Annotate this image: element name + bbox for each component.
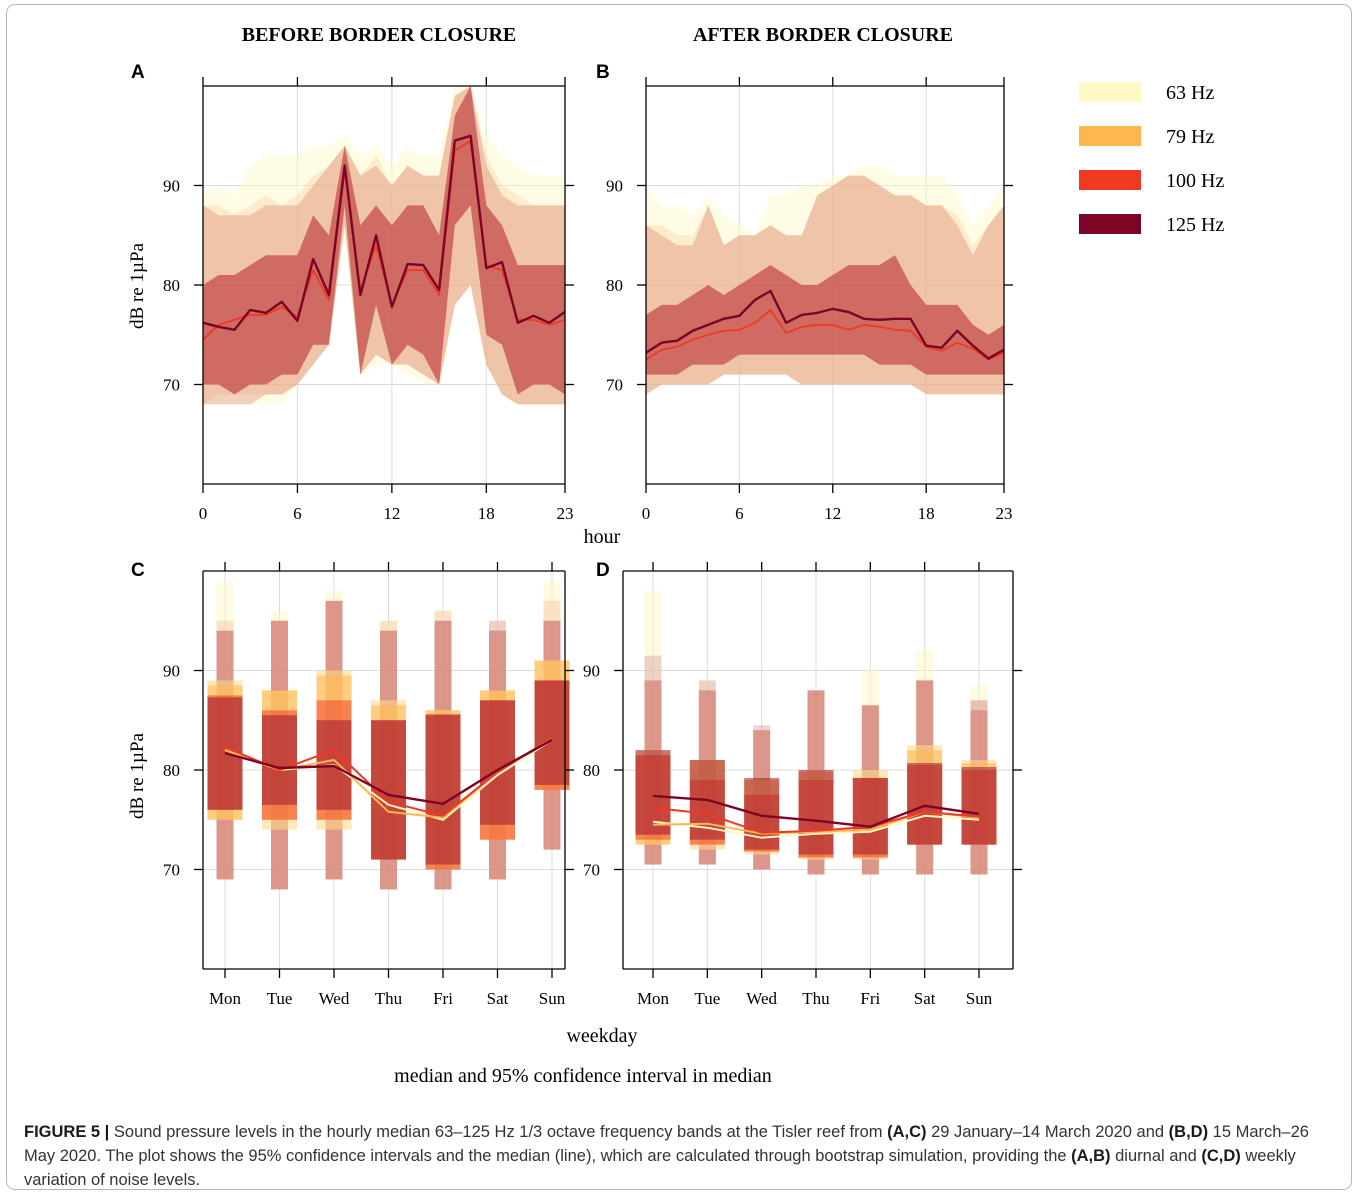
- xlabel-hour: hour: [584, 526, 621, 548]
- x-tick-label: Fri: [860, 989, 880, 1008]
- series-panel-a: [202, 86, 566, 405]
- x-tick-label: 6: [735, 504, 744, 523]
- legend-swatch: [1079, 170, 1141, 190]
- frame-panel-c: Mon Tue Wed Thu Fri Sat Sun 70 80 90: [163, 562, 574, 1008]
- x-tick-label: Thu: [375, 989, 403, 1008]
- caption-ref-ab: (A,B): [1071, 1147, 1111, 1165]
- caption-ref-bd: (B,D): [1168, 1123, 1209, 1141]
- x-tick-label: 6: [293, 504, 302, 523]
- median-line-125-hz: [202, 134, 566, 331]
- ylabel-bottom: dB re 1µPa: [127, 732, 148, 818]
- inner-ci-bar: [262, 715, 297, 805]
- legend-swatch: [1079, 82, 1141, 102]
- median-line-100-hz: [224, 737, 553, 817]
- x-tick-label: Thu: [802, 989, 830, 1008]
- x-tick-label: Wed: [319, 989, 350, 1008]
- inner-ci-bar: [635, 750, 671, 835]
- median-line-125-hz: [652, 794, 980, 828]
- inner-ci-bar: [907, 763, 943, 845]
- series-panel-c: [207, 580, 570, 890]
- legend-swatch: [1079, 214, 1141, 234]
- median-line-125-hz: [645, 289, 1005, 360]
- x-tick-label: 0: [199, 504, 208, 523]
- legend-label: 125 Hz: [1166, 214, 1224, 236]
- heading-before: BEFORE BORDER CLOSURE: [242, 24, 517, 46]
- footer-note: median and 95% confidence interval in me…: [394, 1065, 772, 1087]
- x-tick-label: 23: [557, 504, 574, 523]
- inner-ci-bar: [744, 777, 780, 850]
- median-line-63-hz: [652, 814, 980, 839]
- inner-ci-bar: [534, 680, 570, 785]
- y-tick-label: 80: [583, 761, 600, 780]
- series-panel-d: [635, 590, 997, 875]
- panel-label-d: D: [596, 560, 610, 581]
- y-tick-label: 70: [583, 861, 600, 880]
- x-tick-label: 12: [383, 504, 400, 523]
- legend-swatch: [1079, 126, 1141, 146]
- legend-label: 79 Hz: [1166, 126, 1214, 148]
- x-tick-label: 23: [996, 504, 1013, 523]
- panel-label-a: A: [131, 62, 145, 83]
- xlabel-weekday: weekday: [566, 1025, 637, 1047]
- caption-text-5: weekly variation of noise levels.: [24, 1147, 1296, 1189]
- y-tick-label: 90: [163, 177, 180, 196]
- caption-text-4: diurnal and: [1110, 1147, 1202, 1165]
- ylabel-top: dB re 1µPa: [127, 242, 148, 328]
- x-tick-label: Tue: [694, 989, 720, 1008]
- caption-text-3: 15 March–26 May 2020. The plot shows the…: [24, 1123, 1309, 1165]
- x-tick-label: Sun: [966, 989, 993, 1008]
- figure-chart-area: BEFORE BORDER CLOSURE AFTER BORDER CLOSU…: [127, 24, 1224, 1087]
- x-tick-label: Sun: [539, 989, 566, 1008]
- x-tick-label: 12: [824, 504, 841, 523]
- y-tick-label: 90: [583, 662, 600, 681]
- y-tick-label: 80: [606, 276, 623, 295]
- inner-ci-band: [646, 255, 1004, 375]
- legend-label: 63 Hz: [1166, 82, 1214, 104]
- y-tick-label: 80: [163, 761, 180, 780]
- caption-text-2: 29 January–14 March 2020 and: [926, 1123, 1169, 1141]
- heading-after: AFTER BORDER CLOSURE: [693, 24, 953, 46]
- x-tick-label: 18: [918, 504, 935, 523]
- x-tick-label: Mon: [637, 989, 670, 1008]
- frame-panel-a: 0 6 12 18 23 70 80 90: [163, 77, 574, 523]
- figure-caption: FIGURE 5 | Sound pressure levels in the …: [24, 1120, 1332, 1192]
- x-tick-label: 18: [478, 504, 495, 523]
- y-tick-label: 70: [163, 376, 180, 395]
- caption-ref-cd: (C,D): [1201, 1147, 1241, 1165]
- y-tick-label: 70: [163, 861, 180, 880]
- y-tick-label: 70: [606, 376, 623, 395]
- x-tick-label: Mon: [209, 989, 242, 1008]
- legend: 63 Hz 79 Hz 100 Hz 125 Hz: [1079, 82, 1224, 236]
- panel-label-b: B: [596, 62, 610, 83]
- x-tick-label: Sat: [914, 989, 936, 1008]
- inner-ci-bar: [798, 770, 834, 855]
- panel-label-c: C: [131, 560, 145, 581]
- y-tick-label: 80: [163, 276, 180, 295]
- frame-panel-d: Mon Tue Wed Thu Fri Sat Sun 70 80 90: [583, 562, 1022, 1008]
- x-tick-label: Sat: [487, 989, 509, 1008]
- series-panel-b: [645, 165, 1005, 395]
- median-line-100-hz: [652, 806, 980, 834]
- inner-ci-bar: [961, 767, 997, 845]
- median-line-125-hz: [224, 739, 553, 805]
- frame-panel-b: 0 6 12 18 23 70 80 90: [606, 77, 1013, 523]
- y-tick-label: 90: [606, 177, 623, 196]
- caption-ref-ac: (A,C): [887, 1123, 927, 1141]
- legend-label: 100 Hz: [1166, 170, 1224, 192]
- y-tick-label: 90: [163, 662, 180, 681]
- x-tick-label: Fri: [433, 989, 453, 1008]
- x-tick-label: 0: [642, 504, 651, 523]
- caption-text-1: Sound pressure levels in the hourly medi…: [109, 1123, 888, 1141]
- inner-ci-bar: [852, 777, 888, 855]
- caption-figure-label: FIGURE 5 |: [24, 1123, 110, 1141]
- median-line-100-hz: [645, 309, 1005, 361]
- x-tick-label: Tue: [267, 989, 293, 1008]
- inner-ci-bar: [425, 714, 461, 865]
- x-tick-label: Wed: [746, 989, 777, 1008]
